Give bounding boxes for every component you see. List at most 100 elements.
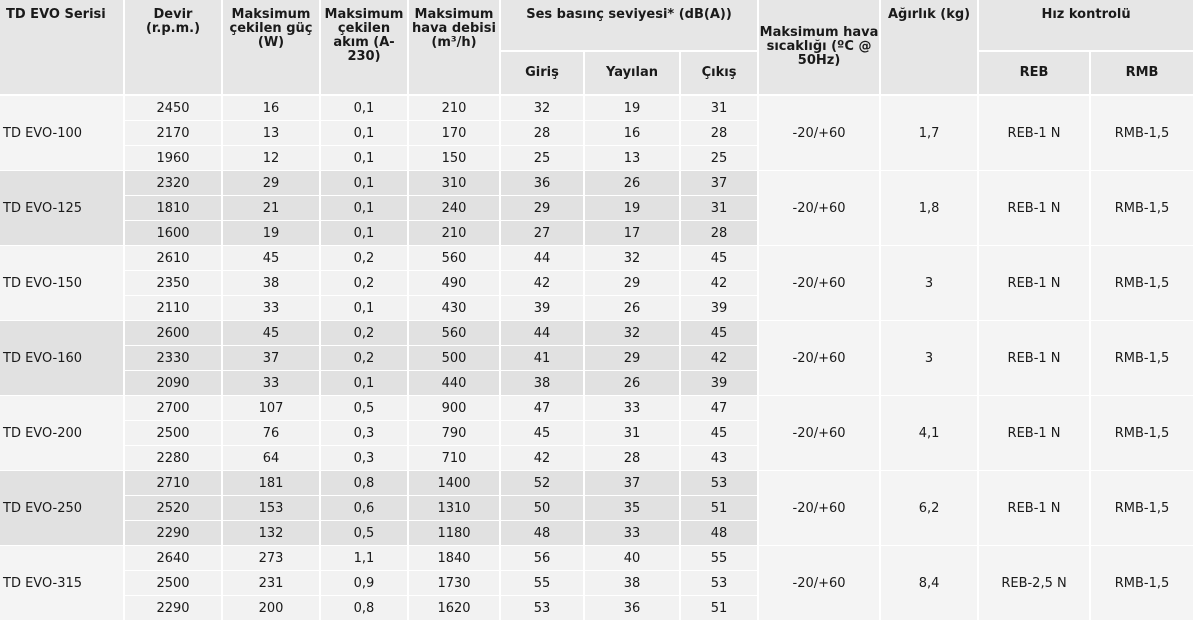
header-reb: REB xyxy=(978,51,1092,96)
sound-out-cell: 28 xyxy=(680,220,760,246)
table-row: 2290 200 0,8 1620 53 36 51 xyxy=(0,595,1194,621)
power-cell: 153 xyxy=(222,495,321,521)
current-cell: 0,5 xyxy=(320,395,409,421)
table-row: TD EVO-150 2610 45 0,2 560 44 32 45 -20/+60 3 REB-… xyxy=(0,245,1194,321)
current-cell: 1,1 xyxy=(320,545,409,571)
table-row: 2110 33 0,1 430 39 26 39 xyxy=(0,295,1194,321)
sound-radiated-cell: 19 xyxy=(584,195,681,221)
power-cell: 132 xyxy=(222,520,321,546)
rpm-cell: 2290 xyxy=(124,595,223,621)
airflow-cell: 210 xyxy=(408,94,501,121)
table-row: 1960 12 0,1 150 25 13 25 xyxy=(0,145,1194,171)
sound-in-cell: 39 xyxy=(500,295,585,321)
current-cell: 0,2 xyxy=(320,245,409,271)
reb-cell: REB-1 N xyxy=(978,395,1092,471)
airflow-cell: 560 xyxy=(408,320,501,346)
rpm-cell: 2610 xyxy=(124,245,223,271)
sound-in-cell: 53 xyxy=(500,595,585,621)
header-max-temp: Maksimum hava sıcaklığı (ºC @ 50Hz) xyxy=(758,0,882,96)
table-row: 2170 13 0,1 170 28 16 28 xyxy=(0,120,1194,146)
sound-radiated-cell: 37 xyxy=(584,470,681,496)
airflow-cell: 560 xyxy=(408,245,501,271)
rpm-cell: 2170 xyxy=(124,120,223,146)
airflow-cell: 430 xyxy=(408,295,501,321)
table-row: TD EVO-315 2640 273 1,1 1840 56 40 55 -20/+60 8,4… xyxy=(0,545,1194,621)
power-cell: 21 xyxy=(222,195,321,221)
rpm-cell: 1810 xyxy=(124,195,223,221)
sound-out-cell: 47 xyxy=(680,395,760,421)
rpm-cell: 2640 xyxy=(124,545,223,571)
sound-out-cell: 55 xyxy=(680,545,760,571)
power-cell: 38 xyxy=(222,270,321,296)
header-rpm: Devir (r.p.m.) xyxy=(124,0,223,96)
rpm-cell: 2320 xyxy=(124,170,223,196)
header-airflow: Maksimum hava debisi (m³/h) xyxy=(408,0,501,96)
current-cell: 0,2 xyxy=(320,270,409,296)
sound-in-cell: 27 xyxy=(500,220,585,246)
sound-radiated-cell: 33 xyxy=(584,395,681,421)
max-temp-cell: -20/+60 xyxy=(758,395,882,471)
table-row: TD EVO-250 2710 181 0,8 1400 52 37 53 -20/+60 6,2… xyxy=(0,470,1194,546)
airflow-cell: 790 xyxy=(408,420,501,446)
weight-cell: 1,7 xyxy=(880,94,980,171)
model-name: TD EVO-250 xyxy=(0,470,125,546)
weight-cell: 6,2 xyxy=(880,470,980,546)
header-sound-group: Ses basınç seviyesi* (dB(A)) xyxy=(500,0,760,52)
reb-cell: REB-1 N xyxy=(978,320,1092,396)
sound-out-cell: 53 xyxy=(680,570,760,596)
power-cell: 33 xyxy=(222,370,321,396)
sound-radiated-cell: 26 xyxy=(584,370,681,396)
sound-in-cell: 42 xyxy=(500,445,585,471)
rpm-cell: 2520 xyxy=(124,495,223,521)
rpm-cell: 2290 xyxy=(124,520,223,546)
sound-out-cell: 45 xyxy=(680,245,760,271)
sound-in-cell: 36 xyxy=(500,170,585,196)
current-cell: 0,1 xyxy=(320,170,409,196)
sound-out-cell: 43 xyxy=(680,445,760,471)
sound-radiated-cell: 32 xyxy=(584,245,681,271)
sound-in-cell: 28 xyxy=(500,120,585,146)
power-cell: 12 xyxy=(222,145,321,171)
header-speed-group: Hız kontrolü xyxy=(978,0,1194,52)
sound-in-cell: 29 xyxy=(500,195,585,221)
rpm-cell: 1960 xyxy=(124,145,223,171)
header-rmb: RMB xyxy=(1090,51,1194,96)
airflow-cell: 150 xyxy=(408,145,501,171)
airflow-cell: 1400 xyxy=(408,470,501,496)
max-temp-cell: -20/+60 xyxy=(758,94,882,171)
power-cell: 76 xyxy=(222,420,321,446)
sound-in-cell: 52 xyxy=(500,470,585,496)
header-sound-radiated: Yayılan xyxy=(584,51,681,96)
current-cell: 0,1 xyxy=(320,94,409,121)
model-name: TD EVO-200 xyxy=(0,395,125,471)
sound-radiated-cell: 19 xyxy=(584,94,681,121)
power-cell: 200 xyxy=(222,595,321,621)
power-cell: 45 xyxy=(222,245,321,271)
current-cell: 0,1 xyxy=(320,195,409,221)
sound-in-cell: 41 xyxy=(500,345,585,371)
sound-in-cell: 47 xyxy=(500,395,585,421)
sound-radiated-cell: 26 xyxy=(584,170,681,196)
rpm-cell: 2600 xyxy=(124,320,223,346)
header-sound-out: Çıkış xyxy=(680,51,760,96)
sound-in-cell: 25 xyxy=(500,145,585,171)
rpm-cell: 2110 xyxy=(124,295,223,321)
rpm-cell: 2700 xyxy=(124,395,223,421)
header-power: Maksimum çekilen güç (W) xyxy=(222,0,321,96)
sound-out-cell: 31 xyxy=(680,94,760,121)
header-weight: Ağırlık (kg) xyxy=(880,0,980,96)
current-cell: 0,3 xyxy=(320,445,409,471)
airflow-cell: 240 xyxy=(408,195,501,221)
current-cell: 0,2 xyxy=(320,320,409,346)
rmb-cell: RMB-1,5 xyxy=(1090,320,1194,396)
table-row: TD EVO-200 2700 107 0,5 900 47 33 47 -20/+60 4,1 R… xyxy=(0,395,1194,471)
header-series: TD EVO Serisi xyxy=(0,0,125,96)
sound-out-cell: 45 xyxy=(680,320,760,346)
reb-cell: REB-1 N xyxy=(978,170,1092,246)
sound-radiated-cell: 26 xyxy=(584,295,681,321)
table-row: 2280 64 0,3 710 42 28 43 xyxy=(0,445,1194,471)
sound-out-cell: 53 xyxy=(680,470,760,496)
sound-in-cell: 38 xyxy=(500,370,585,396)
power-cell: 107 xyxy=(222,395,321,421)
